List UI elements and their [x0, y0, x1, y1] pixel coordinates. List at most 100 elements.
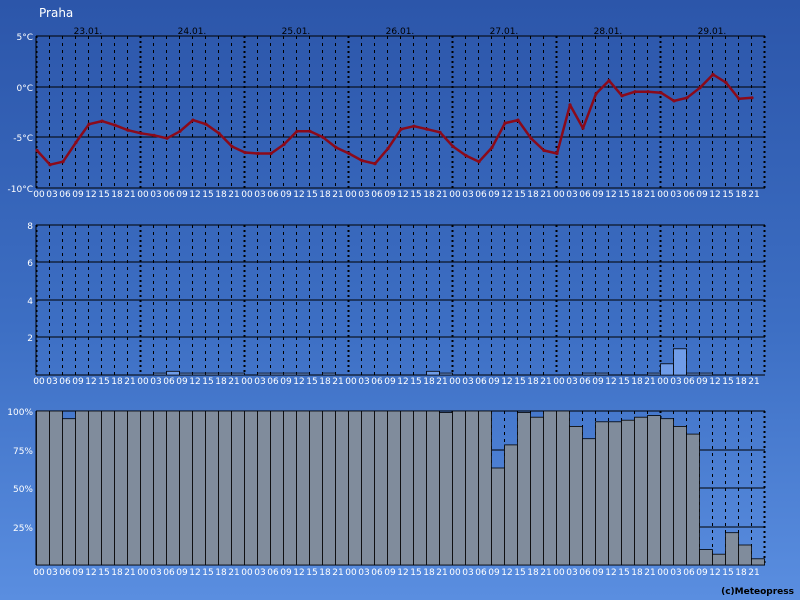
hour-label: 00 [241, 190, 253, 200]
hour-label: 12 [501, 190, 512, 200]
hour-label: 03 [150, 190, 161, 200]
precipitation-bar [647, 372, 661, 376]
hour-label: 21 [332, 377, 343, 387]
y-tick-label: 8 [27, 222, 33, 232]
hour-label: 21 [436, 377, 447, 387]
temperature-point [386, 146, 390, 151]
cloud-cover-bar [582, 438, 596, 566]
temperature-point [256, 151, 260, 156]
precipitation-bar [595, 372, 609, 376]
hour-label: 00 [449, 190, 461, 200]
cloud-cover-bar [218, 410, 232, 566]
hour-label: 15 [618, 568, 629, 578]
hour-label: 21 [332, 568, 343, 578]
hour-label: 15 [410, 568, 421, 578]
hour-label: 21 [540, 377, 551, 387]
cloud-cover-bar [556, 410, 570, 566]
cloud-cover-bar [153, 410, 167, 566]
y-tick-label: 2 [27, 334, 33, 344]
hour-label: 03 [358, 568, 369, 578]
hour-label: 03 [566, 568, 577, 578]
hour-label: 03 [254, 568, 265, 578]
temperature-line [36, 73, 753, 166]
y-tick-label: 5°C [16, 33, 33, 43]
hour-label: 03 [670, 190, 681, 200]
hour-label: 12 [189, 568, 200, 578]
temperature-point [464, 154, 468, 158]
hour-label: 15 [306, 568, 317, 578]
cloud-cover-bar [179, 410, 193, 566]
precipitation-bar [699, 372, 713, 376]
temperature-point [191, 118, 195, 122]
cloud-cover-bar [140, 410, 154, 566]
hour-label: 12 [605, 568, 616, 578]
temperature-point [503, 121, 507, 125]
hour-label: 06 [371, 190, 383, 200]
hour-label: 00 [241, 568, 253, 578]
precipitation-bar [686, 372, 700, 376]
hour-label: 06 [683, 190, 695, 200]
hour-label: 09 [592, 190, 604, 200]
hour-label: 06 [475, 377, 487, 387]
hour-label: 15 [306, 377, 317, 387]
cloud-cover-bar [387, 410, 401, 566]
hour-label: 09 [384, 568, 396, 578]
temperature-point [87, 122, 91, 126]
hour-label: 21 [748, 377, 759, 387]
temperature-point [711, 72, 715, 77]
hour-label: 21 [124, 190, 135, 200]
cloud-cover-bar [361, 410, 375, 566]
hour-label: 09 [72, 568, 84, 578]
hour-label: 06 [163, 568, 175, 578]
cloud-cover-bar [257, 410, 271, 566]
hour-label: 03 [150, 377, 161, 387]
hour-label: 06 [59, 377, 71, 387]
precipitation-bar [322, 372, 336, 376]
hour-label: 18 [319, 377, 331, 387]
temperature-point [165, 136, 169, 140]
temperature-point [230, 144, 234, 149]
day-label: 23.01. [74, 27, 103, 37]
cloud-cover-bar [647, 415, 661, 566]
hour-label: 12 [293, 377, 304, 387]
y-tick-label: -5°C [13, 134, 33, 144]
hour-label: 15 [202, 190, 213, 200]
y-tick-label: 50% [13, 485, 33, 495]
hour-label: 06 [267, 568, 279, 578]
temperature-point [659, 91, 663, 95]
hour-label: 06 [475, 568, 487, 578]
hour-label: 03 [670, 377, 681, 387]
temperature-point [633, 90, 637, 94]
precipitation-bar [231, 372, 245, 376]
hour-label: 12 [189, 190, 200, 200]
hour-label: 12 [85, 568, 96, 578]
hour-label: 09 [488, 568, 500, 578]
cloud-cover-bar [491, 467, 505, 566]
cloud-cover-bar [621, 419, 635, 566]
temperature-point [737, 97, 741, 101]
temperature-point [750, 96, 754, 100]
cloud-cover-bar [400, 410, 414, 566]
temperature-point [516, 118, 520, 122]
hour-label: 00 [553, 568, 565, 578]
hour-label: 12 [709, 190, 720, 200]
day-label: 27.01. [490, 27, 519, 37]
hour-label: 09 [280, 568, 292, 578]
hour-label: 06 [163, 377, 175, 387]
hour-label: 06 [267, 190, 279, 200]
cloud-cover-bar [296, 410, 310, 566]
precipitation-bar [426, 370, 440, 376]
y-tick-label: 100% [7, 408, 33, 418]
hour-label: 09 [176, 190, 188, 200]
day-label: 26.01. [386, 27, 415, 37]
precipitation-bar [660, 363, 674, 376]
hour-label: 00 [241, 377, 253, 387]
hour-label: 21 [124, 377, 135, 387]
hour-label: 15 [410, 190, 421, 200]
y-tick-label: -10°C [8, 185, 33, 195]
y-tick-label: 4 [27, 297, 33, 307]
hour-label: 06 [475, 190, 487, 200]
hour-label: 21 [436, 190, 447, 200]
hour-label: 12 [397, 377, 408, 387]
day-label: 24.01. [178, 27, 207, 37]
